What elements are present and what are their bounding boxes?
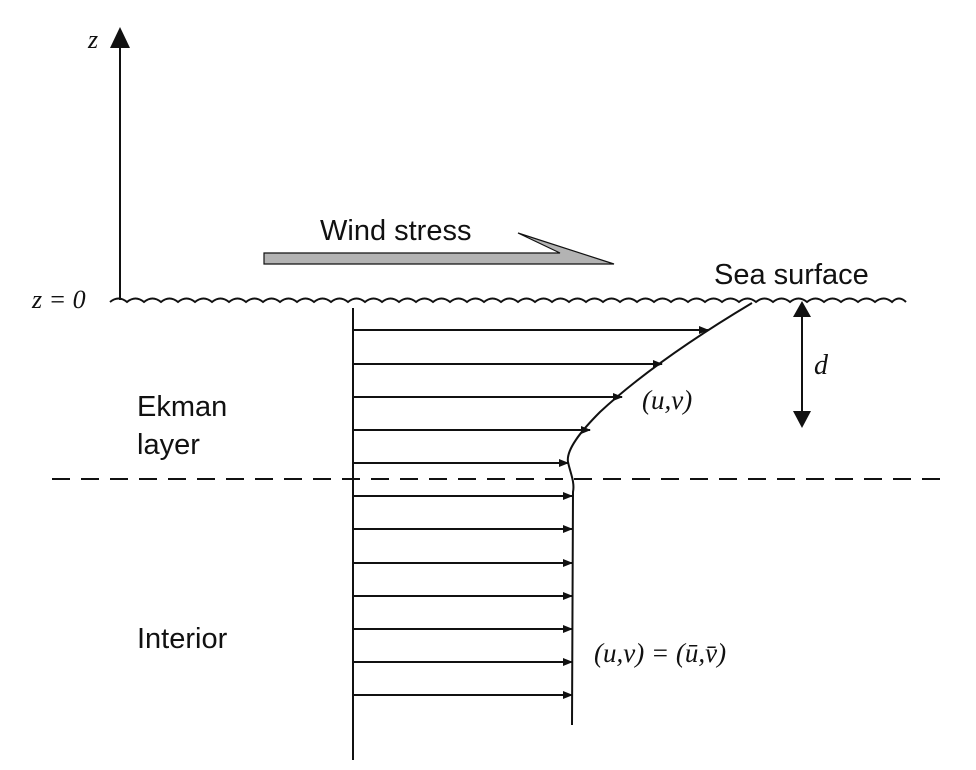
ekman-layer-label-line1: Ekman xyxy=(137,391,227,423)
interior-uv-label: (u,v) = (ū,v̄) xyxy=(594,638,726,668)
sea-surface-line xyxy=(109,297,907,304)
depth-d-arrow xyxy=(793,301,811,428)
depth-d-label: d xyxy=(814,350,829,381)
z-axis-label: z xyxy=(87,25,98,54)
velocity-profile-curve xyxy=(566,302,753,726)
interior-label: Interior xyxy=(137,623,228,655)
z-zero-label: z = 0 xyxy=(31,285,86,314)
wind-stress-arrow xyxy=(263,232,615,265)
sea-surface-label: Sea surface xyxy=(714,259,869,291)
ekman-layer-label-line2: layer xyxy=(137,429,200,461)
wind-stress-label: Wind stress xyxy=(320,215,471,247)
z-axis xyxy=(110,27,130,300)
z-axis-arrowhead xyxy=(110,27,130,48)
interior-velocity-arrows xyxy=(353,492,573,699)
ekman-velocity-arrows xyxy=(353,326,709,467)
profile-uv-label: (u,v) xyxy=(642,385,692,415)
